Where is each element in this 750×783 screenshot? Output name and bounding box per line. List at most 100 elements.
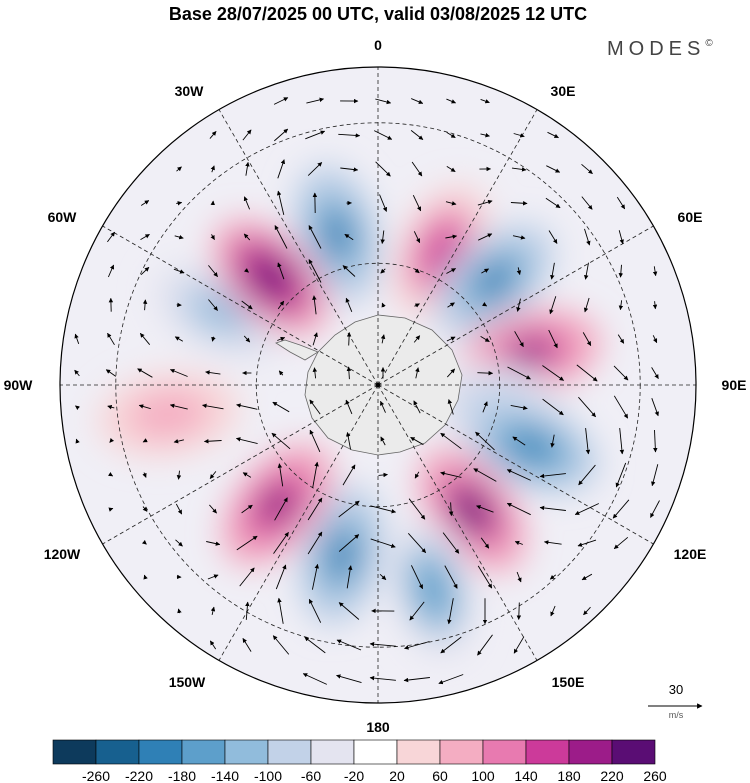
wind-vector — [548, 329, 558, 349]
longitude-labels: 0 30E 60E 90E 120E 150E 180 150W 120W 90… — [4, 37, 747, 735]
wind-vector — [312, 367, 318, 379]
wind-vector — [652, 266, 658, 277]
wind-vector — [539, 505, 566, 511]
lon-label-120e: 120E — [674, 546, 707, 562]
wind-vector — [380, 436, 386, 446]
wind-vector — [542, 365, 564, 381]
wind-vector — [618, 230, 624, 245]
wind-vector — [409, 601, 425, 621]
wind-vector — [272, 401, 290, 413]
colorbar-tick-label: -100 — [254, 768, 282, 783]
wind-vector — [245, 601, 250, 620]
wind-vector — [380, 268, 386, 274]
colorbar-swatch — [224, 739, 269, 765]
wind-vector — [205, 370, 221, 375]
lon-label-90w: 90W — [4, 377, 34, 393]
wind-vector — [375, 161, 391, 177]
wind-vector — [174, 336, 184, 342]
wind-vector — [207, 574, 219, 580]
wind-vector — [506, 469, 531, 481]
wind-vector — [651, 398, 659, 417]
wind-vector — [274, 497, 288, 521]
wind-vector — [345, 297, 353, 312]
wind-vector — [277, 597, 284, 624]
wind-vector — [613, 395, 629, 419]
wind-vector — [338, 133, 361, 138]
wind-vector — [176, 201, 183, 206]
wind-vector — [440, 471, 462, 478]
reference-vector-label: 30 — [669, 682, 683, 697]
wind-vector — [516, 267, 522, 276]
colorbar-tick-label: -180 — [168, 768, 196, 783]
wind-vector — [410, 565, 424, 590]
wind-vector — [243, 335, 251, 343]
lon-label-90e: 90E — [722, 377, 747, 393]
wind-vector — [651, 464, 659, 487]
wind-vector — [209, 640, 217, 650]
wind-vector — [514, 331, 524, 348]
wind-vector — [413, 335, 421, 343]
wind-vector — [342, 265, 356, 277]
colorbar-tick-label: -20 — [344, 768, 364, 783]
wind-vector — [142, 472, 147, 478]
wind-vector — [277, 159, 286, 179]
wind-vector — [480, 132, 490, 138]
wind-vector — [411, 98, 424, 104]
lon-label-150e: 150E — [552, 674, 585, 690]
wind-vector — [176, 470, 182, 480]
wind-vector — [306, 97, 325, 104]
colorbar-tick-label: -60 — [301, 768, 321, 783]
wind-vector — [336, 639, 362, 651]
wind-vector — [243, 233, 251, 241]
map-border — [59, 66, 697, 704]
wind-vector — [379, 573, 387, 581]
anomaly-contour — [473, 260, 516, 301]
anomaly-center — [96, 371, 240, 458]
wind-vector — [652, 301, 658, 310]
anomaly-center — [211, 218, 330, 337]
wind-vector — [173, 439, 185, 444]
wind-vector — [210, 234, 215, 240]
wind-vector — [513, 133, 525, 138]
colorbar-tick-label: 260 — [643, 768, 667, 783]
wind-vector — [369, 641, 396, 647]
wind-vector — [549, 574, 557, 580]
wind-vector — [583, 297, 590, 313]
anomaly-center — [462, 399, 600, 495]
wind-vector — [242, 129, 252, 141]
wind-vector — [203, 439, 222, 444]
graticule — [60, 67, 696, 703]
wind-vector — [548, 230, 558, 244]
wind-vector — [342, 464, 356, 486]
wind-vector — [209, 131, 217, 139]
anomaly-contour — [514, 435, 549, 459]
lon-label-30e: 30E — [551, 83, 576, 99]
wind-vector — [243, 196, 251, 210]
wind-vector — [415, 367, 420, 379]
wind-vectors — [74, 97, 660, 685]
wind-vector — [547, 131, 559, 139]
brand-logo: MODES© — [607, 38, 718, 60]
wind-vector — [550, 434, 555, 448]
wind-vector — [445, 234, 458, 239]
lon-label-150w: 150W — [169, 674, 206, 690]
wind-vector — [650, 500, 660, 518]
wind-vector — [578, 464, 596, 486]
wind-vector — [338, 602, 360, 620]
wind-vector — [239, 567, 255, 587]
wind-vector — [308, 259, 322, 283]
anomaly-contour — [506, 337, 556, 368]
wind-vector — [142, 438, 148, 443]
wind-vector — [477, 565, 493, 589]
wind-vector — [346, 366, 352, 380]
wind-vector — [138, 404, 151, 410]
wind-vector — [308, 598, 322, 623]
wind-vector — [277, 262, 285, 280]
wind-vector — [345, 399, 353, 415]
wind-vector — [109, 437, 115, 443]
wind-vector — [245, 161, 250, 176]
wind-vector — [576, 364, 598, 382]
wind-vector — [274, 225, 288, 249]
wind-vector — [652, 335, 658, 344]
